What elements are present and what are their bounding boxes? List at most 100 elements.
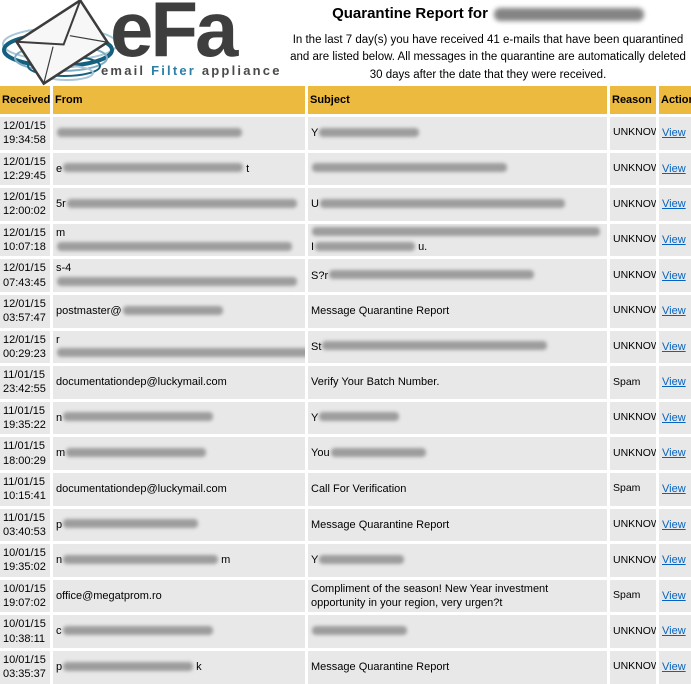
view-link[interactable]: View: [662, 269, 686, 282]
redacted-recipient: [493, 7, 644, 21]
received-cell: 12/01/15 12:29:45: [0, 152, 50, 186]
redacted-text: [319, 198, 565, 208]
from-cell: r: [53, 330, 305, 364]
received-cell: 11/01/15 19:35:22: [0, 401, 50, 435]
reason-cell: Spam: [610, 472, 656, 506]
page-title-text: Quarantine Report for: [332, 5, 488, 22]
reason-cell: UNKNOWN: [610, 188, 656, 221]
received-cell: 12/01/15 03:57:47: [0, 294, 50, 328]
action-cell: View: [659, 508, 691, 542]
view-link[interactable]: View: [662, 340, 686, 353]
redacted-text: [322, 341, 548, 351]
from-cell: s-4: [53, 259, 305, 292]
column-header-subject: Subject: [308, 86, 607, 114]
view-link[interactable]: View: [662, 411, 686, 424]
view-link[interactable]: View: [662, 554, 686, 567]
view-link[interactable]: View: [662, 305, 686, 318]
redacted-text: [63, 519, 199, 529]
redacted-text: [312, 163, 507, 173]
top-banner: eFa email Filter appliance Quarantine Re…: [0, 0, 691, 86]
subject-cell: Call For Verification: [308, 472, 607, 506]
tagline-filter: Filter: [151, 63, 197, 78]
reason-cell: UNKNOWN: [610, 615, 656, 648]
from-cell: 5r: [53, 188, 305, 221]
view-link[interactable]: View: [662, 376, 686, 389]
tagline-appliance: appliance: [201, 63, 282, 78]
action-cell: View: [659, 579, 691, 613]
action-cell: View: [659, 437, 691, 470]
received-cell: 12/01/15 19:34:58: [0, 117, 50, 150]
subject-cell: Y: [308, 117, 607, 150]
tagline-email: email: [101, 63, 146, 78]
view-link[interactable]: View: [662, 233, 686, 246]
received-cell: 10/01/15 10:38:11: [0, 615, 50, 648]
view-link[interactable]: View: [662, 625, 686, 638]
reason-cell: Spam: [610, 366, 656, 399]
redacted-text: [63, 554, 219, 564]
redacted-text: [63, 412, 214, 422]
reason-cell: UNKNOWN: [610, 330, 656, 364]
received-cell: 12/01/15 10:07:18: [0, 223, 50, 257]
redacted-text: [63, 163, 244, 173]
reason-cell: UNKNOWN: [610, 650, 656, 684]
action-cell: View: [659, 615, 691, 648]
view-link[interactable]: View: [662, 162, 686, 175]
reason-cell: UNKNOWN: [610, 401, 656, 435]
received-cell: 11/01/15 03:40:53: [0, 508, 50, 542]
received-cell: 11/01/15 10:15:41: [0, 472, 50, 506]
redacted-text: [312, 626, 407, 636]
received-cell: 10/01/15 19:07:02: [0, 579, 50, 613]
subject-cell: [308, 615, 607, 648]
from-cell: m: [53, 437, 305, 470]
received-cell: 12/01/15 12:00:02: [0, 188, 50, 221]
redacted-text: [122, 305, 223, 315]
view-link[interactable]: View: [662, 127, 686, 140]
view-link[interactable]: View: [662, 661, 686, 674]
view-link[interactable]: View: [662, 198, 686, 211]
redacted-text: [330, 448, 426, 458]
action-cell: View: [659, 294, 691, 328]
received-cell: 10/01/15 03:35:37: [0, 650, 50, 684]
reason-cell: UNKNOWN: [610, 259, 656, 292]
action-cell: View: [659, 366, 691, 399]
view-link[interactable]: View: [662, 518, 686, 531]
action-cell: View: [659, 152, 691, 186]
action-cell: View: [659, 117, 691, 150]
action-cell: View: [659, 401, 691, 435]
from-cell: p: [53, 508, 305, 542]
intro-text: In the last 7 day(s) you have received 4…: [290, 34, 686, 81]
redacted-text: [319, 127, 420, 137]
subject-cell: [308, 152, 607, 186]
subject-cell: Message Quarantine Report: [308, 650, 607, 684]
redacted-text: [66, 198, 297, 208]
redacted-text: [63, 661, 194, 671]
from-cell: documentationdep@luckymail.com: [53, 366, 305, 399]
view-link[interactable]: View: [662, 447, 686, 460]
page-title: Quarantine Report for: [288, 5, 688, 22]
view-link[interactable]: View: [662, 483, 686, 496]
redacted-text: [62, 626, 213, 636]
redacted-text: [57, 348, 305, 358]
reason-cell: Spam: [610, 579, 656, 613]
from-cell: m: [53, 223, 305, 257]
redacted-text: [57, 277, 297, 287]
redacted-text: [57, 127, 242, 137]
action-cell: View: [659, 472, 691, 506]
column-header-reason: Reason: [610, 86, 656, 114]
reason-cell: UNKNOWN: [610, 437, 656, 470]
from-cell: documentationdep@luckymail.com: [53, 472, 305, 506]
from-cell: office@megatprom.ro: [53, 579, 305, 613]
subject-cell: St: [308, 330, 607, 364]
from-cell: postmaster@: [53, 294, 305, 328]
view-link[interactable]: View: [662, 589, 686, 602]
reason-cell: UNKNOWN: [610, 294, 656, 328]
logo-wordmark: eFa: [110, 0, 238, 73]
subject-cell: Compliment of the season! New Year inves…: [308, 579, 607, 613]
reason-cell: UNKNOWN: [610, 117, 656, 150]
subject-cell: Verify Your Batch Number.: [308, 366, 607, 399]
envelope-swirl-icon: [2, 0, 118, 86]
subject-cell: Y: [308, 544, 607, 577]
column-header-action: Action: [659, 86, 691, 114]
from-cell: n: [53, 401, 305, 435]
